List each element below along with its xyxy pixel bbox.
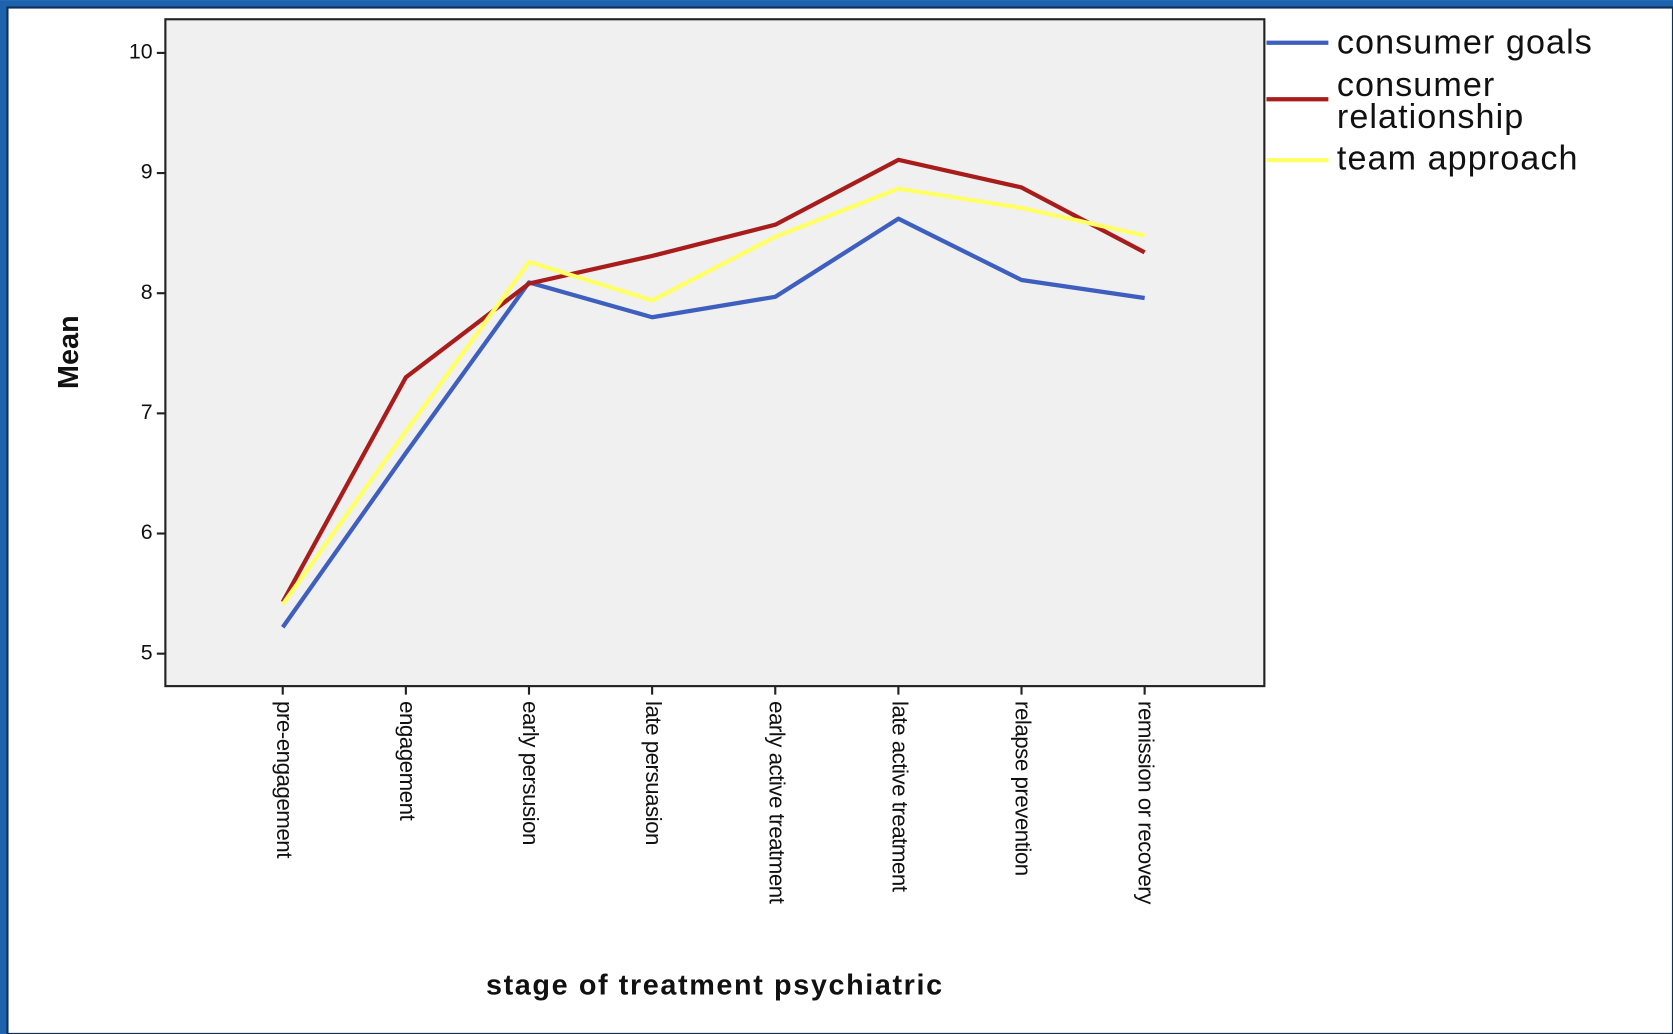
x-tick-label: early persusion <box>518 701 543 845</box>
x-axis-title: stage of treatment psychiatric <box>486 969 944 1001</box>
x-tick-label: late persuasion <box>641 701 666 845</box>
legend-entry: consumer relationship <box>1336 68 1525 136</box>
y-tick-label: 7 <box>141 400 153 424</box>
legend-entry: consumer goals <box>1336 25 1593 61</box>
series-line <box>281 216 1145 629</box>
x-tick-label: early active treatment <box>764 701 789 905</box>
y-tick-label: 9 <box>141 160 153 184</box>
x-tick-label: remission or recovery <box>1134 701 1159 905</box>
series-line <box>280 157 1146 604</box>
y-tick-label: 10 <box>129 40 153 64</box>
x-tick-label: engagement <box>395 701 420 821</box>
legend-label: consumer relationship <box>1336 68 1525 136</box>
legend-label: team approach <box>1336 141 1579 178</box>
plot-area <box>164 18 1266 688</box>
legend-label: consumer goals <box>1336 25 1593 61</box>
series-line <box>281 186 1146 606</box>
x-tick-label: late active treatment <box>887 701 912 893</box>
x-tick-label: pre-engagement <box>272 701 297 859</box>
y-tick-label: 6 <box>141 520 153 544</box>
y-tick-label: 5 <box>141 640 153 664</box>
y-axis-title: Mean <box>53 315 85 389</box>
legend-entry: team approach <box>1336 141 1579 178</box>
x-tick-label: relapse prevention <box>1011 701 1036 876</box>
y-tick-label: 8 <box>141 280 153 304</box>
